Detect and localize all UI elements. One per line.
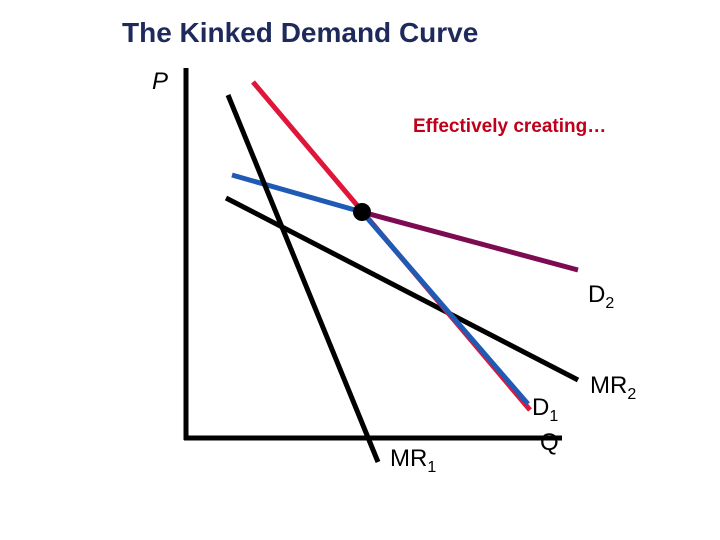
label-part: MR (390, 445, 427, 472)
kink-point (353, 203, 371, 221)
label-part: 1 (427, 459, 436, 476)
label-part: 1 (549, 408, 558, 425)
d1-label: D1 (532, 394, 558, 425)
blue-upper (231, 172, 363, 215)
kinked-lower (360, 210, 530, 406)
label-part: 2 (627, 386, 636, 403)
mr2-label: MR2 (590, 372, 636, 403)
mr-curve-1 (225, 94, 381, 463)
d2-label: D2 (588, 281, 614, 312)
kinked-upper (361, 209, 579, 273)
label-part: D (588, 281, 605, 308)
annotation: Effectively creating… (413, 116, 606, 137)
x-axis-label: Q (540, 429, 559, 456)
mr1-label: MR1 (390, 445, 436, 476)
label-part: 2 (605, 295, 614, 312)
title: The Kinked Demand Curve (122, 17, 478, 48)
y-axis-label: P (152, 68, 168, 95)
label-part: D (532, 394, 549, 421)
label-part: MR (590, 372, 627, 399)
